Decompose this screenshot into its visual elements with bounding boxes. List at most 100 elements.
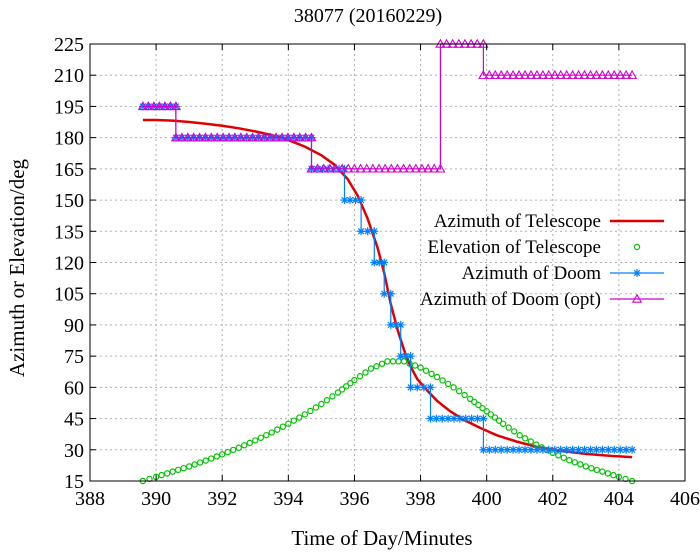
legend-marker: [631, 293, 643, 303]
data-point: [375, 258, 384, 267]
data-point: [148, 101, 160, 111]
data-point: [312, 404, 320, 411]
data-point: [525, 69, 537, 79]
legend-marker: [633, 269, 641, 277]
data-point: [392, 163, 403, 173]
x-tick-label: 390: [141, 488, 171, 510]
data-point: [497, 445, 506, 454]
data-point: [396, 320, 405, 329]
data-point: [252, 437, 259, 444]
legend-item: Azimuth of Doom (opt): [420, 289, 664, 310]
series-layer: [137, 38, 638, 485]
x-tick-label: 396: [339, 488, 369, 510]
data-point: [475, 401, 482, 409]
data-point: [351, 376, 358, 384]
data-point: [229, 132, 241, 142]
data-point: [343, 163, 354, 173]
data-point: [367, 163, 379, 173]
data-point: [573, 69, 584, 79]
data-point: [567, 69, 578, 79]
data-point: [217, 132, 229, 142]
data-point: [349, 163, 360, 173]
data-point: [479, 404, 486, 412]
data-point: [406, 352, 415, 361]
data-point: [337, 163, 348, 173]
data-point: [521, 445, 530, 454]
data-point: [603, 69, 614, 79]
data-point: [346, 196, 355, 205]
data-point: [194, 132, 205, 142]
data-point: [386, 320, 395, 329]
data-point: [257, 434, 264, 441]
data-point: [519, 69, 531, 79]
data-point: [561, 69, 572, 79]
data-point: [422, 367, 430, 374]
data-point: [499, 420, 507, 427]
data-point: [370, 227, 379, 236]
data-point: [416, 163, 428, 173]
data-point: [484, 69, 495, 79]
x-tick-label: 392: [207, 488, 237, 510]
data-point: [616, 445, 625, 454]
data-point: [496, 69, 507, 79]
x-tick-label: 404: [604, 488, 634, 510]
data-point: [455, 414, 464, 423]
data-point: [586, 445, 595, 454]
data-point: [180, 464, 187, 472]
data-point: [577, 461, 584, 468]
data-point: [555, 452, 562, 459]
data-point: [626, 69, 638, 79]
x-tick-label: 388: [75, 488, 105, 510]
data-point: [491, 414, 499, 421]
data-point: [579, 69, 590, 79]
data-point: [426, 414, 435, 423]
legend-label: Azimuth of Doom (opt): [420, 289, 601, 310]
data-point: [241, 132, 252, 142]
series-elevation-of-telescope: [139, 358, 636, 485]
data-point: [361, 163, 372, 173]
x-tick-label: 398: [406, 488, 436, 510]
data-point: [597, 69, 608, 79]
data-point: [417, 364, 424, 371]
data-point: [479, 414, 488, 423]
data-point: [312, 163, 323, 173]
data-point: [515, 445, 524, 454]
data-point: [329, 393, 336, 400]
data-point: [380, 289, 389, 298]
data-point: [406, 383, 415, 392]
chart-title: 38077 (20160229): [294, 5, 442, 27]
data-point: [338, 386, 346, 393]
data-point: [384, 358, 391, 365]
data-point: [235, 444, 242, 451]
legend-label: Elevation of Telescope: [428, 237, 601, 258]
data-point: [449, 414, 458, 423]
data-point: [143, 101, 154, 111]
data-point: [562, 445, 571, 454]
data-point: [200, 132, 211, 142]
y-tick-label: 210: [54, 65, 84, 87]
y-tick-label: 90: [64, 315, 84, 337]
y-tick-label: 45: [64, 409, 84, 431]
data-point: [585, 69, 596, 79]
y-tick-label: 135: [54, 221, 84, 243]
data-point: [154, 101, 165, 111]
data-point: [479, 445, 488, 454]
data-point: [196, 459, 204, 466]
legend-item: Azimuth of Telescope: [434, 211, 664, 232]
data-point: [511, 428, 518, 435]
legend: Azimuth of Telescope Elevation of Telesco…: [420, 211, 664, 310]
data-point: [259, 132, 270, 142]
data-point: [224, 448, 231, 456]
data-point: [571, 459, 579, 466]
data-point: [294, 132, 305, 142]
x-tick-label: 394: [273, 488, 303, 510]
data-point: [137, 101, 149, 111]
data-point: [357, 196, 366, 205]
data-point: [263, 431, 270, 439]
data-point: [592, 445, 601, 454]
data-point: [362, 369, 369, 376]
data-point: [428, 370, 435, 378]
data-point: [370, 258, 379, 267]
data-point: [532, 445, 541, 454]
